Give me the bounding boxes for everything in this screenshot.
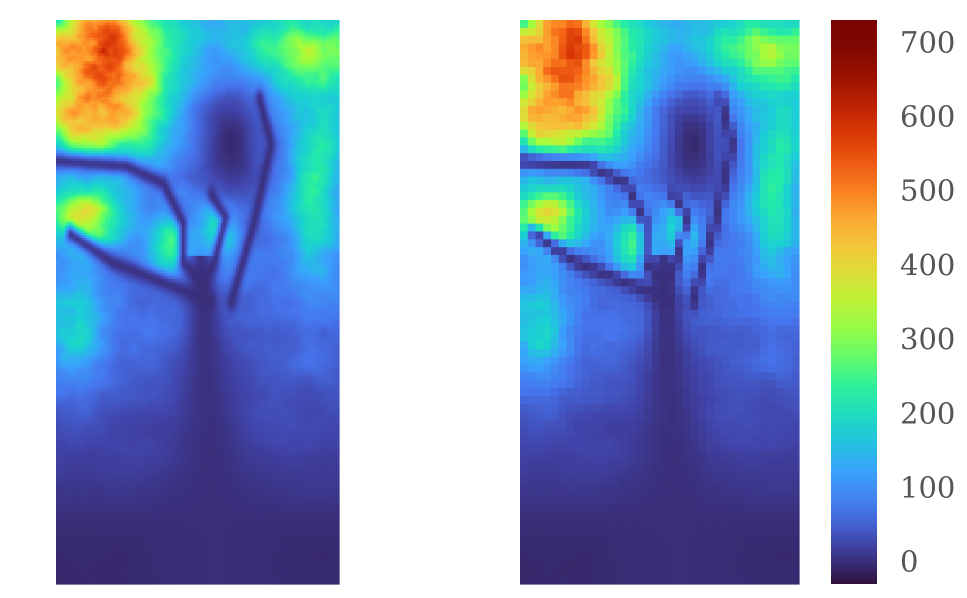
heatmap-fine-resolution [56,20,340,585]
